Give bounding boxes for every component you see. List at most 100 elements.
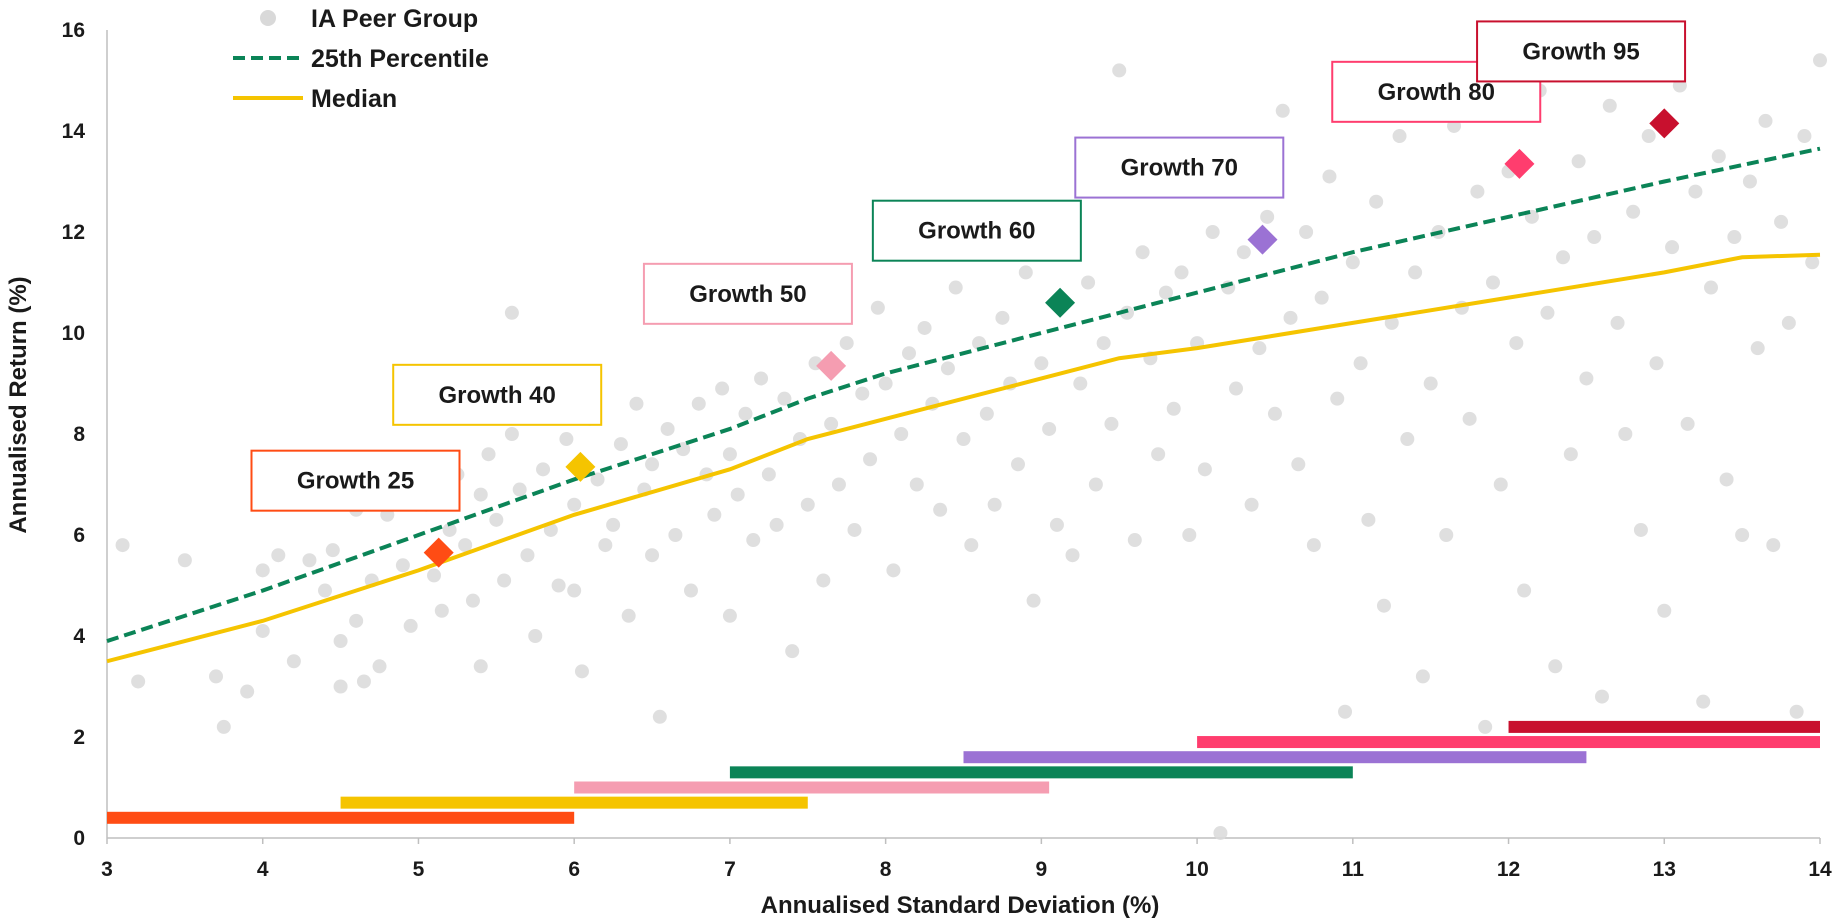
peer-group-point xyxy=(1485,275,1500,290)
peer-group-point xyxy=(1174,265,1189,280)
callout-box xyxy=(250,449,461,512)
range-bar xyxy=(574,781,1050,794)
peer-group-point xyxy=(1626,204,1641,219)
range-bar xyxy=(340,796,808,809)
y-tick-label: 2 xyxy=(73,726,85,749)
peer-group-point xyxy=(356,674,371,689)
peer-group-point xyxy=(286,654,301,669)
peer-group-point xyxy=(1571,154,1586,169)
axes: 3 4 5 6 7 8 9 10 11 12 13 14 0 2 4 6 8 10 12 14 16 xyxy=(62,19,1832,881)
range-bar xyxy=(963,751,1587,764)
peer-group-point xyxy=(746,533,761,548)
peer-group-point xyxy=(1711,149,1726,164)
peer-group-point xyxy=(606,517,621,532)
peer-group-point xyxy=(738,406,753,421)
peer-group-point xyxy=(1797,129,1812,144)
peer-group-point xyxy=(1392,129,1407,144)
legend: IA Peer Group 25th Percentile Median xyxy=(233,5,489,113)
y-tick-label: 16 xyxy=(62,19,85,42)
peer-group-point xyxy=(1719,472,1734,487)
peer-group-point xyxy=(598,538,613,553)
x-tick-label: 14 xyxy=(1808,858,1832,881)
callout-label: Growth 25 xyxy=(297,468,414,495)
peer-group-point xyxy=(1252,341,1267,356)
peer-group-point xyxy=(528,629,543,643)
peer-group-point xyxy=(715,381,730,396)
peer-group-point xyxy=(683,583,698,598)
peer-group-point xyxy=(645,457,660,472)
callout-box xyxy=(871,199,1082,262)
peer-group-point xyxy=(427,568,442,583)
peer-group-point xyxy=(442,522,457,537)
peer-group-point xyxy=(1758,113,1773,128)
y-tick-label: 14 xyxy=(62,120,86,143)
legend-marker xyxy=(260,10,276,26)
peer-group-point xyxy=(1766,538,1781,553)
peer-group-point xyxy=(1602,98,1617,113)
peer-group-point xyxy=(1275,103,1290,118)
peer-group-point xyxy=(131,674,146,689)
peer-group-point xyxy=(1104,416,1119,431)
peer-group-point xyxy=(1369,194,1384,209)
legend-label: IA Peer Group xyxy=(311,5,478,33)
peer-group-point xyxy=(1244,497,1259,512)
x-tick-label: 12 xyxy=(1497,858,1520,881)
peer-group-point xyxy=(1345,255,1360,270)
peer-group-point xyxy=(956,432,971,447)
peer-group-point xyxy=(1267,406,1282,421)
peer-group-point xyxy=(964,538,979,553)
peer-group-point xyxy=(574,664,589,679)
y-tick-label: 10 xyxy=(62,322,85,345)
peer-group-point xyxy=(722,608,737,623)
y-tick-label: 8 xyxy=(73,423,85,446)
peer-group-point xyxy=(1260,209,1275,224)
x-tick-label: 10 xyxy=(1185,858,1208,881)
peer-group-point xyxy=(1026,593,1041,608)
portfolio-marker xyxy=(423,537,454,568)
callout-label: Growth 60 xyxy=(918,218,1035,245)
peer-group-point xyxy=(933,502,948,517)
peer-group-point xyxy=(1314,290,1329,305)
peer-group-point xyxy=(1306,538,1321,553)
peer-group-point xyxy=(1509,336,1524,351)
peer-group-point xyxy=(1400,432,1415,447)
peer-group-point xyxy=(1182,528,1197,542)
peer-group-point xyxy=(691,396,706,411)
peer-group-point xyxy=(1229,381,1244,396)
portfolio-marker xyxy=(1649,108,1680,139)
peer-group-point xyxy=(271,548,286,563)
peer-group-point xyxy=(722,447,737,462)
series-line xyxy=(106,146,1821,643)
peer-group-point xyxy=(1813,53,1827,68)
peer-group-point xyxy=(1415,669,1430,684)
peer-group-point xyxy=(372,659,387,674)
peer-group-point xyxy=(831,477,846,492)
peer-group-point xyxy=(1151,447,1166,462)
peer-group-point xyxy=(800,497,815,512)
peer-group-point xyxy=(403,618,418,633)
x-tick-label: 5 xyxy=(413,858,425,881)
peer-group-point xyxy=(551,578,566,593)
peer-group-point xyxy=(1649,356,1664,371)
percentile-lines xyxy=(106,146,1821,664)
peer-group-point xyxy=(1384,315,1399,330)
peer-group-point xyxy=(473,659,488,674)
peer-group-point xyxy=(1439,528,1454,542)
peer-group-point xyxy=(1205,225,1220,239)
peer-group-point xyxy=(434,603,449,618)
peer-group-point xyxy=(302,553,317,568)
peer-group-point xyxy=(465,593,480,608)
peer-group-point xyxy=(816,573,831,588)
peer-group-point xyxy=(1049,517,1064,532)
range-bar xyxy=(729,766,1353,779)
peer-group-point xyxy=(847,522,862,537)
peer-group-point xyxy=(115,538,130,553)
peer-group-point xyxy=(1135,245,1150,260)
peer-group-point xyxy=(1112,63,1127,78)
peer-group-point xyxy=(1034,356,1049,371)
callout-box xyxy=(392,363,603,426)
peer-group-point xyxy=(940,361,955,376)
range-bar xyxy=(1197,736,1820,749)
peer-group-point xyxy=(886,563,901,578)
peer-group-point xyxy=(216,719,231,734)
